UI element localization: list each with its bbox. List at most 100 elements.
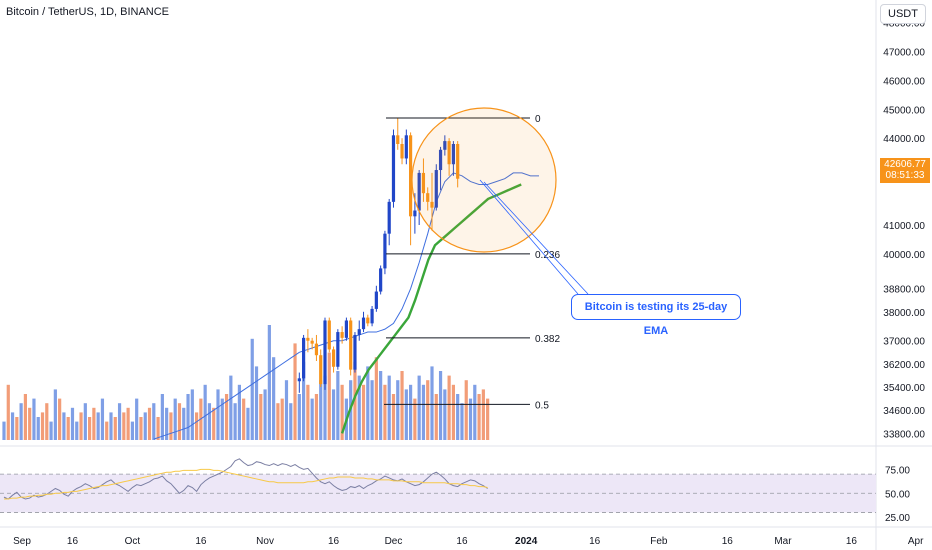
volume-bar — [417, 375, 421, 440]
rsi-tick-label: 25.00 — [885, 513, 910, 524]
callout-pointer — [483, 181, 589, 295]
volume-bar — [409, 384, 413, 440]
volume-bar — [92, 407, 96, 440]
ema-25-line — [340, 183, 522, 434]
volume-bar — [289, 403, 293, 440]
fib-level-label: 0.382 — [535, 334, 560, 345]
volume-bar — [177, 403, 182, 440]
volume-bar — [254, 366, 259, 440]
candle-body — [430, 201, 434, 208]
price-tick-label: 36200.00 — [883, 360, 925, 371]
volume-bar — [216, 389, 220, 440]
volume-bar — [468, 398, 473, 440]
volume-bar — [70, 407, 75, 440]
candle-body — [409, 135, 413, 217]
time-tick-label: 16 — [456, 536, 468, 547]
volume-bar — [263, 389, 267, 440]
highlight-circle — [411, 107, 557, 253]
volume-bar — [135, 398, 139, 440]
volume-bar — [122, 412, 126, 440]
volume-bar — [109, 412, 113, 440]
time-tick-label: 16 — [589, 536, 601, 547]
price-tick-label: 38000.00 — [883, 308, 925, 319]
price-tick-label: 41000.00 — [883, 221, 925, 232]
volume-bar — [310, 398, 314, 440]
volume-bar — [379, 371, 383, 440]
volume-bar — [186, 394, 190, 440]
volume-bar — [49, 421, 53, 440]
volume-bar — [207, 403, 212, 440]
candle-body — [361, 317, 366, 330]
candle-body — [396, 135, 400, 144]
volume-bar — [404, 389, 408, 440]
volume-bar — [272, 357, 276, 440]
volume-bar — [83, 403, 87, 440]
candle-body — [417, 172, 421, 211]
volume-bar — [481, 389, 485, 440]
time-tick-label: Dec — [385, 536, 403, 547]
candle-body — [344, 320, 348, 338]
volume-bar — [126, 407, 130, 440]
volume-bar — [340, 384, 344, 440]
volume-bar — [331, 389, 336, 440]
candle-body — [443, 141, 447, 150]
volume-bar — [473, 384, 477, 440]
time-tick-label: 16 — [328, 536, 340, 547]
time-tick-label: 16 — [722, 536, 734, 547]
volume-bar — [130, 421, 134, 440]
volume-bar — [451, 384, 455, 440]
volume-bar — [15, 417, 19, 440]
price-tick-label: 38800.00 — [883, 285, 925, 296]
volume-bar — [220, 398, 224, 440]
candle-body — [314, 343, 319, 356]
volume-bar — [96, 412, 100, 440]
volume-bar — [237, 384, 241, 440]
volume-bar — [117, 403, 122, 440]
volume-bar — [45, 403, 49, 440]
volume-bar — [284, 380, 289, 440]
volume-bar — [147, 407, 152, 440]
volume-bar — [23, 394, 27, 440]
candle-body — [447, 141, 451, 165]
time-tick-label: Mar — [774, 536, 792, 547]
volume-bar — [246, 407, 250, 440]
volume-bar — [370, 380, 374, 440]
candle-body — [323, 320, 327, 385]
annotation-callout[interactable]: Bitcoin is testing its 25-day EMA — [571, 294, 741, 337]
volume-bar — [259, 394, 263, 440]
volume-bar — [486, 398, 490, 440]
fib-level-label: 0.236 — [535, 250, 560, 261]
time-tick-label: 16 — [846, 536, 858, 547]
volume-bar — [357, 375, 361, 440]
time-tick-label: Nov — [256, 536, 274, 547]
candle-body — [336, 332, 340, 367]
candle-body — [366, 317, 370, 324]
price-tick-label: 37000.00 — [883, 337, 925, 348]
volume-bar — [267, 325, 271, 440]
volume-bar — [88, 417, 92, 440]
candle-body — [349, 320, 353, 370]
price-tick-label: 34600.00 — [883, 406, 925, 417]
volume-bar — [6, 384, 10, 440]
volume-bar — [323, 375, 327, 440]
currency-button[interactable]: USDT — [880, 4, 926, 24]
candle-body — [391, 135, 396, 202]
candle-body — [421, 172, 426, 194]
volume-bar — [280, 398, 284, 440]
volume-bar — [224, 394, 229, 440]
bar-countdown: 08:51:33 — [885, 170, 925, 181]
volume-bar — [276, 403, 280, 440]
volume-bar — [105, 421, 109, 440]
volume-bar — [443, 389, 447, 440]
volume-bar — [400, 371, 404, 440]
candle-body — [456, 143, 460, 179]
volume-bar — [156, 417, 160, 440]
time-tick-label: Apr — [908, 536, 924, 547]
volume-bar — [195, 412, 199, 440]
candle-body — [387, 201, 391, 234]
volume-bar — [396, 380, 400, 440]
volume-bar — [383, 384, 387, 440]
volume-bar — [79, 412, 83, 440]
volume-bar — [374, 357, 378, 440]
volume-bar — [32, 398, 36, 440]
